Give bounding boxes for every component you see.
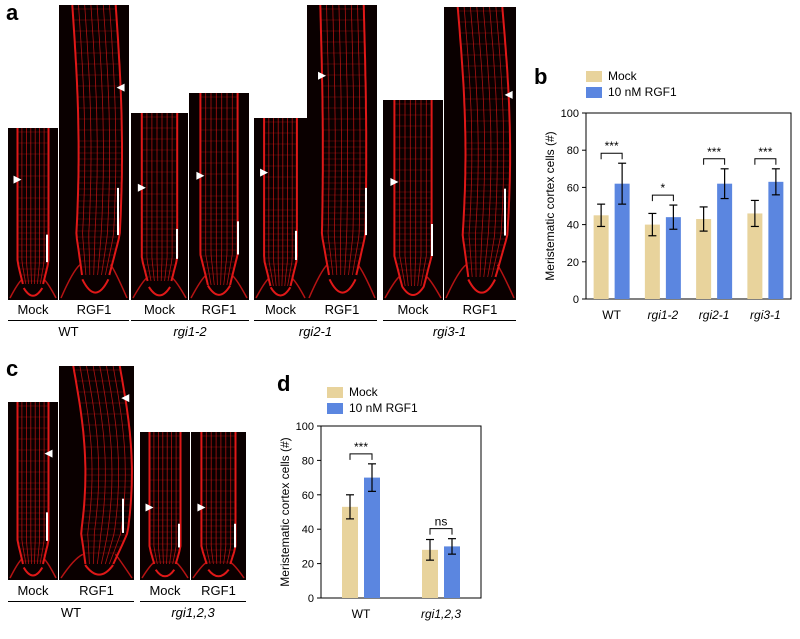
treatment-label: RGF1 xyxy=(462,302,498,317)
y-tick-label: 20 xyxy=(302,559,314,571)
significance-bracket xyxy=(600,152,623,160)
treatment-label: Mock xyxy=(397,302,429,317)
legend-swatch-rgf1 xyxy=(327,403,343,414)
y-tick-label: 100 xyxy=(296,421,314,433)
legend-label: Mock xyxy=(608,69,638,83)
y-axis-label: Meristematic cortex cells (#) xyxy=(278,437,292,586)
genotype-underline xyxy=(383,320,516,321)
root-micrograph xyxy=(8,402,58,580)
genotype-underline xyxy=(254,320,377,321)
bar-chart-d: Mock 10 nM RGF1 0 20 40 60 80 100 Meristematic c… xyxy=(265,376,485,634)
y-tick-label: 60 xyxy=(567,182,579,194)
y-tick-label: 40 xyxy=(567,220,579,232)
treatment-label: Mock xyxy=(17,302,49,317)
x-category-label: WT xyxy=(602,308,621,322)
genotype-label-wt: WT xyxy=(58,324,79,339)
treatment-label: RGF1 xyxy=(201,302,237,317)
treatment-label: RGF1 xyxy=(79,583,114,598)
bar-mock xyxy=(696,219,712,299)
root-micrograph xyxy=(191,432,246,580)
root-micrograph xyxy=(189,93,249,300)
x-category-label: rgi1,2,3 xyxy=(421,607,461,621)
significance-bracket xyxy=(703,158,726,165)
x-category-label: WT xyxy=(352,607,371,621)
legend-label: 10 nM RGF1 xyxy=(608,85,677,99)
y-tick-label: 100 xyxy=(561,108,579,120)
legend-swatch-rgf1 xyxy=(586,87,602,98)
significance-label: *** xyxy=(758,145,772,159)
genotype-underline xyxy=(8,601,134,602)
genotype-underline xyxy=(131,320,249,321)
treatment-label: Mock xyxy=(17,583,49,598)
legend-label: Mock xyxy=(349,385,379,399)
panel-letter-a: a xyxy=(6,0,19,25)
treatment-label: Mock xyxy=(264,302,297,317)
root-micrograph xyxy=(8,128,58,300)
significance-bracket xyxy=(349,453,373,460)
genotype-underline xyxy=(8,320,129,321)
significance-label: * xyxy=(661,181,666,195)
bar-mock xyxy=(747,213,763,299)
significance-bracket xyxy=(754,158,777,165)
x-category-label: rgi1-2 xyxy=(648,308,679,322)
bar-mock xyxy=(593,215,609,299)
bar-rgf1 xyxy=(614,183,630,299)
x-category-label: rgi3-1 xyxy=(750,308,781,322)
bar-mock xyxy=(422,549,438,598)
genotype-label-wt: WT xyxy=(60,605,82,620)
x-category-label: rgi2-1 xyxy=(699,308,730,322)
bar-mock xyxy=(342,506,358,598)
root-micrograph xyxy=(59,5,129,300)
genotype-label-rgi1-2-3: rgi1,2,3 xyxy=(171,605,215,620)
y-tick-label: 0 xyxy=(573,294,579,306)
y-tick-label: 40 xyxy=(302,524,314,536)
root-micrograph xyxy=(59,366,134,580)
legend-swatch-mock xyxy=(586,71,602,82)
plot-frame xyxy=(585,112,792,300)
significance-label: *** xyxy=(707,145,721,159)
treatment-label: RGF1 xyxy=(201,583,236,598)
significance-bracket xyxy=(429,528,453,535)
panel-letter-d: d xyxy=(277,371,291,396)
genotype-underline xyxy=(140,601,246,602)
treatment-label: RGF1 xyxy=(76,302,112,317)
bar-chart-b: Mock 10 nM RGF1 0 20 40 60 80 100 Meristematic c… xyxy=(530,69,796,332)
panel-letter-c: c xyxy=(6,356,19,381)
y-tick-label: 80 xyxy=(567,145,579,157)
treatment-label: Mock xyxy=(149,583,181,598)
significance-label: *** xyxy=(605,139,619,153)
genotype-label-rgi1-2: rgi1-2 xyxy=(173,324,207,339)
significance-label: *** xyxy=(354,440,368,454)
bar-rgf1 xyxy=(768,181,784,299)
y-tick-label: 80 xyxy=(302,455,314,467)
y-tick-label: 20 xyxy=(567,257,579,269)
plot-frame xyxy=(320,425,482,599)
panel-letter-b: b xyxy=(534,64,548,89)
bar-mock xyxy=(644,224,660,299)
treatment-label: Mock xyxy=(143,302,176,317)
root-micrograph xyxy=(307,5,377,300)
legend-label: 10 nM RGF1 xyxy=(349,401,418,415)
root-micrograph xyxy=(254,118,307,300)
legend-swatch-mock xyxy=(327,387,343,398)
y-tick-label: 0 xyxy=(308,593,314,605)
treatment-label: RGF1 xyxy=(324,302,360,317)
bar-rgf1 xyxy=(364,477,380,598)
bar-rgf1 xyxy=(665,217,681,299)
significance-bracket xyxy=(651,194,674,202)
y-axis-label: Meristematic cortex cells (#) xyxy=(543,131,557,280)
root-micrograph xyxy=(444,7,516,300)
root-micrograph xyxy=(131,113,188,300)
genotype-label-rgi3-1: rgi3-1 xyxy=(432,324,467,339)
y-tick-label: 60 xyxy=(302,490,314,502)
significance-label: ns xyxy=(435,515,448,529)
genotype-label-rgi2-1: rgi2-1 xyxy=(298,324,333,339)
root-micrograph xyxy=(140,432,190,580)
bar-rgf1 xyxy=(717,183,733,299)
root-micrograph xyxy=(383,100,443,300)
bar-rgf1 xyxy=(444,546,460,598)
